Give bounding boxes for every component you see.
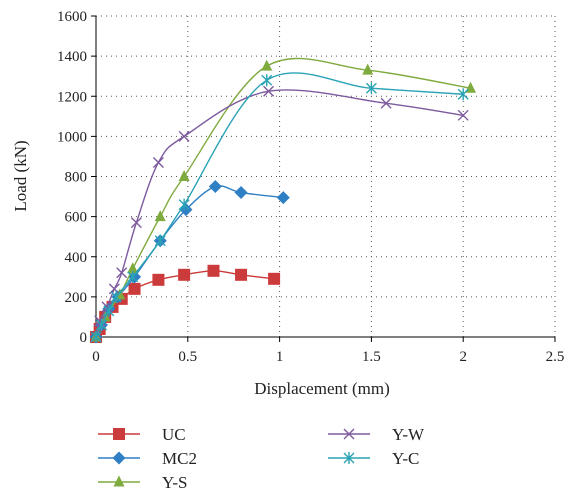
data-point-y-w-5 <box>130 217 142 229</box>
y-tick-label-0: 0 <box>80 330 88 346</box>
legend-label-mc2: MC2 <box>162 449 197 468</box>
data-point-y-w-7 <box>178 130 190 142</box>
data-point-y-w-4 <box>116 267 128 279</box>
data-point-y-s-3 <box>127 262 139 274</box>
series-group <box>89 57 477 344</box>
y-tick-label-1: 200 <box>65 290 88 306</box>
legend-marker-y-c <box>343 452 355 464</box>
data-point-y-s-5 <box>178 170 190 181</box>
series-line-y-w <box>95 89 464 338</box>
series-y-w <box>90 85 469 343</box>
legend-item-y-c: Y-C <box>328 449 419 468</box>
data-point-y-c-6 <box>178 198 190 211</box>
legend-marker-y-w <box>343 428 355 440</box>
legend-marker-y-s <box>113 475 125 487</box>
legend-item-uc: UC <box>98 425 186 444</box>
data-point-y-c-0 <box>90 331 102 343</box>
data-point-y-w-6 <box>152 156 164 168</box>
y-tick-label-4: 800 <box>65 170 88 186</box>
data-point-y-c-2 <box>103 304 115 317</box>
data-point-y-w-8 <box>263 85 275 97</box>
data-point-y-c-3 <box>110 290 122 303</box>
data-point-y-c-8 <box>365 82 377 95</box>
legend: UC MC2 Y-S Y-W Y-C <box>98 425 425 492</box>
y-tick-label-5: 1000 <box>57 129 87 145</box>
legend-marker-mc2 <box>112 451 126 465</box>
data-point-uc-9 <box>235 268 248 281</box>
data-point-mc2-4 <box>128 270 142 284</box>
data-point-y-c-7 <box>261 74 273 87</box>
y-tick-label-3: 600 <box>65 210 88 226</box>
series-uc <box>90 264 281 343</box>
x-tick-label-0: 0 <box>92 349 100 365</box>
data-point-y-s-6 <box>261 59 273 71</box>
legend-item-y-w: Y-W <box>328 425 425 444</box>
x-tick-labels: 0 0.5 1 1.5 2 2.5 <box>92 349 564 365</box>
series-y-s <box>90 57 477 342</box>
legend-label-y-c: Y-C <box>392 449 419 468</box>
x-tick-label-2: 1 <box>276 349 284 365</box>
series-line-y-c <box>95 72 464 338</box>
y-tick-label-6: 1200 <box>57 89 87 105</box>
x-tick-label-5: 2.5 <box>546 349 565 365</box>
y-axis-label: Load (kN) <box>11 140 30 211</box>
grid-lines <box>96 15 556 337</box>
data-point-y-w-10 <box>457 109 469 121</box>
y-tick-labels: 0 200 400 600 800 1000 1200 1400 1600 <box>57 9 87 346</box>
data-point-y-c-5 <box>154 234 166 247</box>
data-point-y-w-9 <box>380 97 392 109</box>
data-point-mc2-9 <box>276 191 290 205</box>
y-tick-label-7: 1400 <box>57 49 87 65</box>
x-tick-label-3: 1.5 <box>362 349 381 365</box>
x-axis-label: Displacement (mm) <box>254 379 390 398</box>
data-point-y-s-7 <box>362 63 374 75</box>
data-point-y-s-4 <box>154 210 166 222</box>
data-point-uc-10 <box>268 272 281 285</box>
legend-marker-uc <box>113 428 125 440</box>
data-point-uc-5 <box>128 282 141 295</box>
legend-label-uc: UC <box>162 425 186 444</box>
x-tick-label-1: 0.5 <box>178 349 197 365</box>
legend-item-mc2: MC2 <box>98 449 197 468</box>
data-point-y-c-9 <box>457 88 469 101</box>
legend-item-y-s: Y-S <box>98 473 188 492</box>
data-point-uc-6 <box>152 273 165 286</box>
series-y-c <box>90 72 469 343</box>
data-point-mc2-8 <box>234 186 248 200</box>
data-point-y-c-4 <box>127 270 139 283</box>
series-line-y-s <box>95 57 471 338</box>
y-tick-label-2: 400 <box>65 250 88 266</box>
legend-label-y-s: Y-S <box>162 473 188 492</box>
series-mc2 <box>89 180 290 344</box>
data-point-uc-7 <box>178 268 191 281</box>
x-tick-label-4: 2 <box>459 349 467 365</box>
y-tick-label-8: 1600 <box>57 9 87 25</box>
data-point-y-c-1 <box>96 318 108 331</box>
legend-label-y-w: Y-W <box>392 425 425 444</box>
data-point-uc-8 <box>207 264 220 277</box>
axes <box>91 15 556 342</box>
data-point-mc2-7 <box>208 180 222 194</box>
